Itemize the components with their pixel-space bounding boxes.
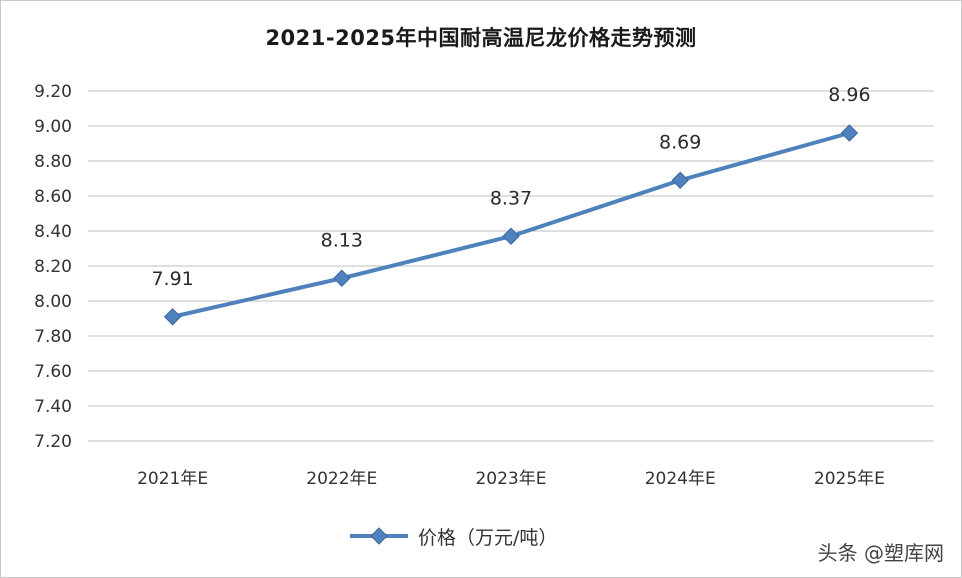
x-tick-label: 2022年E (306, 469, 377, 489)
chart-title: 2021-2025年中国耐高温尼龙价格走势预测 (265, 26, 697, 50)
x-tick-label: 2023年E (475, 469, 546, 489)
data-point-marker (671, 171, 689, 189)
y-tick-label: 8.60 (34, 187, 72, 207)
watermark: 头条 @塑库网 (817, 541, 944, 565)
y-tick-label: 8.20 (34, 257, 72, 277)
data-label: 8.13 (321, 229, 363, 251)
x-tick-label: 2025年E (814, 469, 885, 489)
data-point-marker (333, 269, 351, 287)
legend: 价格（万元/吨） (348, 522, 557, 550)
y-tick-label: 8.80 (34, 152, 72, 172)
y-tick-label: 8.40 (34, 222, 72, 242)
x-tick-label: 2021年E (137, 469, 208, 489)
data-label: 8.37 (490, 187, 532, 209)
y-tick-label: 7.40 (34, 397, 72, 417)
legend-series-key (350, 527, 408, 545)
y-tick-label: 7.80 (34, 327, 72, 347)
data-label: 7.91 (151, 268, 193, 290)
x-tick-label: 2024年E (645, 469, 716, 489)
legend-series-label: 价格（万元/吨） (418, 526, 558, 549)
data-point-marker (163, 308, 182, 326)
data-label: 8.96 (828, 84, 870, 106)
y-tick-label: 7.20 (34, 432, 72, 452)
y-tick-label: 9.20 (34, 82, 72, 102)
y-tick-label: 7.60 (34, 362, 72, 382)
data-point-marker (840, 124, 859, 142)
data-label: 8.69 (659, 131, 701, 153)
data-point-marker (502, 227, 520, 245)
y-tick-label: 8.00 (34, 292, 72, 312)
y-tick-label: 9.00 (34, 117, 72, 137)
